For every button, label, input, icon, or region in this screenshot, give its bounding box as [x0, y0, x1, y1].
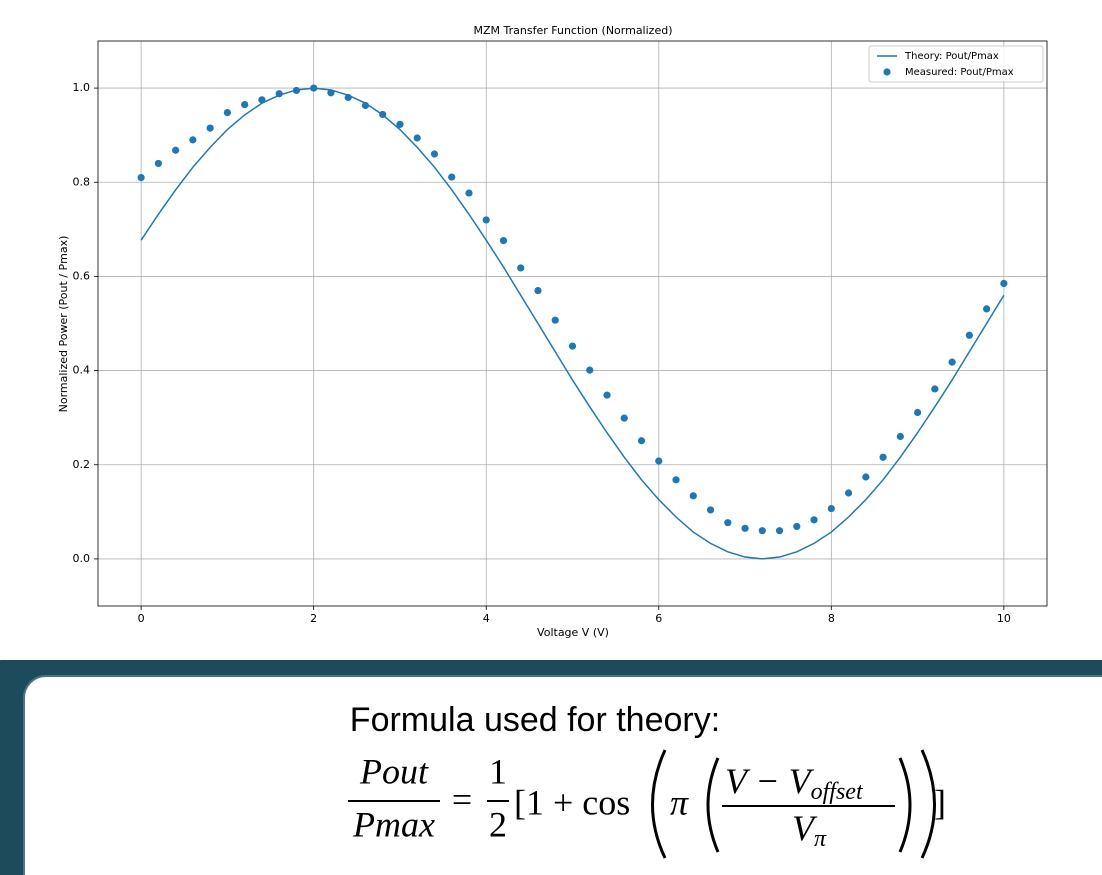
half-denominator: 2 [489, 804, 507, 844]
x-tick-label: 8 [828, 612, 835, 625]
measured-point [637, 437, 646, 445]
measured-point [534, 286, 542, 295]
box-body [23, 675, 1102, 875]
bracket-open: [1 + cos [514, 782, 630, 822]
measured-point [344, 93, 352, 102]
measured-point [327, 89, 335, 97]
measured-point [154, 159, 162, 168]
measured-point [1000, 279, 1008, 288]
bracket-close: ] [934, 782, 946, 822]
theory-line [140, 87, 1005, 560]
measured-point [827, 504, 835, 513]
measured-point [793, 522, 801, 531]
measured-point [724, 519, 732, 527]
measured-point [689, 492, 697, 500]
measured-point [620, 414, 628, 422]
half-numerator: 1 [489, 751, 507, 791]
inner-numerator-main: V − V [725, 761, 815, 801]
measured-point [655, 457, 663, 465]
measured-point [983, 305, 991, 313]
y-tick-label: 0.6 [73, 269, 91, 282]
inner-denominator-sub: π [814, 826, 827, 852]
x-tick-label: 6 [655, 612, 662, 625]
measured-point [568, 342, 577, 350]
measured-point [706, 506, 715, 514]
measured-point [137, 173, 145, 182]
x-tick-label: 10 [997, 612, 1011, 625]
measured-point [741, 524, 749, 532]
formula-caption: Formula used for theory: [350, 701, 720, 739]
measured-point [965, 331, 973, 339]
measured-point [206, 124, 214, 132]
x-tick-label: 4 [483, 612, 490, 625]
chart-title: MZM Transfer Function (Normalized) [474, 24, 673, 37]
measured-point [361, 101, 370, 110]
measured-point [465, 189, 473, 197]
measured-point [913, 408, 922, 417]
plot-frame [97, 40, 1048, 607]
inner-numerator: V − Voffset [725, 761, 864, 804]
measured-point [292, 86, 301, 95]
paren [920, 749, 936, 859]
measured-point [672, 476, 680, 484]
y-axis-label: Normalized Power (Pout / Pmax) [57, 236, 70, 413]
measured-point [482, 216, 490, 224]
y-tick-label: 0.0 [73, 552, 91, 565]
measured-point [931, 385, 939, 393]
inner-numerator-sub: offset [811, 779, 864, 805]
measured-point [844, 489, 853, 497]
measured-point [603, 391, 611, 399]
formula-box: Formula used for theory: Pout Pmax = 1 2… [0, 660, 1102, 875]
measured-point [379, 110, 387, 119]
y-tick-label: 0.4 [73, 364, 91, 377]
measured-point [758, 527, 766, 535]
pi: π [670, 782, 689, 822]
legend-label: Measured: Pout/Pmax [905, 67, 1014, 78]
measured-point [223, 108, 232, 117]
measured-point [810, 516, 818, 524]
y-tick-label: 0.8 [73, 175, 91, 188]
measured-point [499, 237, 508, 245]
x-tick-label: 0 [138, 612, 145, 625]
measured-point [879, 453, 887, 461]
paren [898, 757, 912, 853]
x-axis-label: Voltage V (V) [537, 626, 609, 639]
measured-point [189, 136, 197, 144]
inner-denominator: Vπ [792, 808, 827, 851]
measured-point [896, 432, 904, 441]
x-tick-label: 2 [310, 612, 317, 625]
measured-point [551, 316, 559, 324]
measured-point [275, 90, 283, 98]
lhs-denominator: Pmax [352, 804, 435, 844]
measured-point [172, 146, 180, 154]
legend: Theory: Pout/Pmax Measured: Pout/Pmax [868, 45, 1044, 83]
measured-point [448, 173, 456, 181]
measured-point [258, 96, 266, 104]
measured-point [862, 473, 870, 481]
measured-point [517, 264, 525, 272]
measured-point [430, 150, 439, 158]
measured-point [310, 84, 318, 92]
inner-denominator-main: V [792, 808, 818, 848]
measured-point [396, 120, 404, 128]
y-tick-label: 1.0 [73, 81, 91, 94]
legend-frame [868, 45, 1044, 83]
legend-label: Theory: Pout/Pmax [904, 51, 999, 62]
equals: = [452, 779, 472, 819]
measured-point [413, 134, 421, 142]
legend-swatch [883, 68, 891, 76]
paren [706, 757, 720, 853]
measured-point [775, 527, 784, 535]
measured-point [948, 358, 956, 366]
lhs-numerator: Pout [359, 751, 429, 791]
y-tick-label: 0.2 [73, 458, 91, 471]
measured-point [241, 100, 249, 109]
chart: 0 2 4 6 8 10 0.0 0.2 0.4 0.6 0.8 1.0 Theory: Pout/Pm… [73, 40, 1048, 625]
paren [651, 749, 667, 859]
measured-point [586, 366, 594, 374]
